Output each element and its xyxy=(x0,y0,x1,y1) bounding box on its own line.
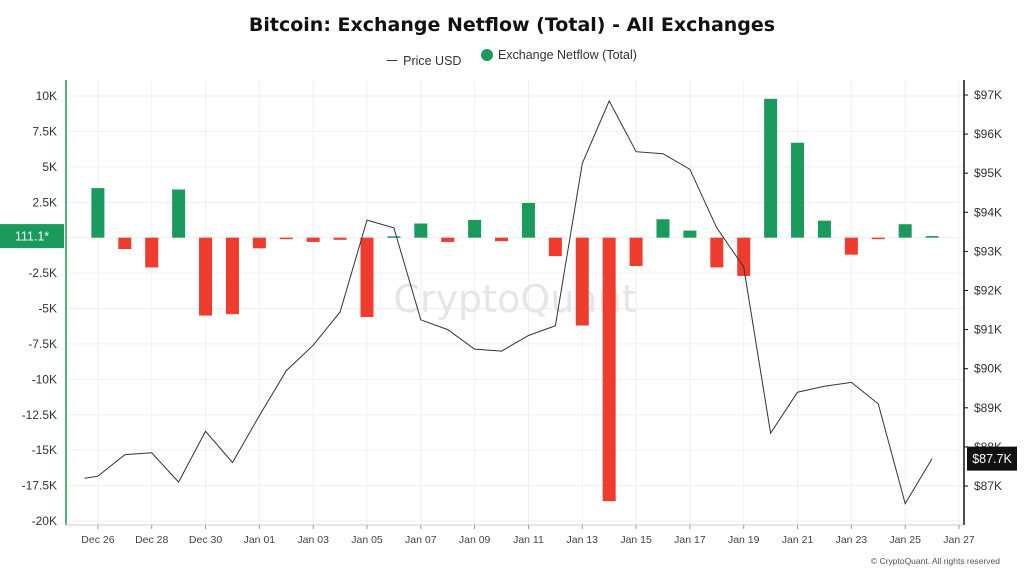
x-tick-label: Jan 21 xyxy=(782,534,814,546)
right-tick-label: $87K xyxy=(974,479,1002,493)
x-tick-label: Jan 17 xyxy=(674,534,706,546)
right-tick-label: $93K xyxy=(974,244,1002,258)
x-tick-label: Jan 01 xyxy=(244,534,276,546)
price-line[interactable] xyxy=(84,99,933,505)
price-line-swatch xyxy=(387,60,398,61)
x-tick-label: Jan 27 xyxy=(943,534,975,546)
netflow-bar-positive[interactable] xyxy=(521,202,535,238)
x-tick-label: Jan 23 xyxy=(836,534,868,546)
netflow-bar-negative[interactable] xyxy=(737,237,751,276)
footer-copyright: © CryptoQuant. All rights reserved xyxy=(870,556,1000,566)
netflow-bar-positive[interactable] xyxy=(656,219,670,238)
netflow-bar-positive[interactable] xyxy=(387,236,401,238)
right-tick-label: $96K xyxy=(974,127,1002,141)
right-tick-label: $94K xyxy=(974,205,1002,219)
netflow-bar-negative[interactable] xyxy=(145,237,159,268)
left-tick-label: -15K xyxy=(32,443,57,457)
left-tick-label: -17.5K xyxy=(22,479,57,493)
netflow-bar-negative[interactable] xyxy=(548,237,562,257)
price-last-value-badge xyxy=(967,446,1017,471)
netflow-bar-negative[interactable] xyxy=(252,237,266,249)
left-tick-label: -20K xyxy=(32,514,57,528)
left-tick-label: -2.5K xyxy=(28,266,57,280)
right-tick-label: $91K xyxy=(974,323,1002,337)
left-tick-label: 5K xyxy=(42,160,57,174)
x-tick-label: Dec 28 xyxy=(135,534,168,546)
left-tick-label: -12.5K xyxy=(22,408,57,422)
netflow-bar-positive[interactable] xyxy=(414,223,428,238)
chart-title: Bitcoin: Exchange Netflow (Total) - All … xyxy=(248,14,776,36)
netflow-bar-positive[interactable] xyxy=(817,220,831,238)
netflow-bar-negative[interactable] xyxy=(575,237,589,326)
legend-label-netflow: Exchange Netflow (Total) xyxy=(497,48,637,62)
netflow-bar-negative[interactable] xyxy=(441,237,455,242)
netflow-bar-negative[interactable] xyxy=(495,237,509,242)
netflow-bar-negative[interactable] xyxy=(710,237,724,268)
x-tick-label: Jan 07 xyxy=(405,534,437,546)
x-tick-label: Dec 30 xyxy=(189,534,222,546)
legend: Price USD Exchange Netflow (Total) xyxy=(0,48,1024,68)
netflow-dot-swatch xyxy=(480,49,493,61)
netflow-bar-negative[interactable] xyxy=(279,237,293,240)
netflow-bar-negative[interactable] xyxy=(199,237,213,316)
right-tick-label: $97K xyxy=(974,88,1002,102)
netflow-bar-positive[interactable] xyxy=(764,98,778,238)
netflow-bar-positive[interactable] xyxy=(898,224,912,238)
netflow-bar-positive[interactable] xyxy=(91,188,105,238)
netflow-last-value-text: 111.1* xyxy=(15,230,49,244)
netflow-bar-negative[interactable] xyxy=(118,237,132,249)
legend-item-netflow[interactable]: Exchange Netflow (Total) xyxy=(480,48,637,62)
netflow-bar-negative[interactable] xyxy=(306,237,320,242)
netflow-bar-negative[interactable] xyxy=(225,237,239,315)
netflow-bar-negative[interactable] xyxy=(629,237,643,266)
x-tick-label: Jan 15 xyxy=(620,534,652,546)
x-tick-label: Jan 05 xyxy=(351,534,383,546)
right-tick-label: $90K xyxy=(974,362,1002,376)
x-tick-label: Jan 13 xyxy=(567,534,599,546)
netflow-bar-negative[interactable] xyxy=(871,237,885,240)
left-tick-label: -10K xyxy=(32,372,57,386)
right-tick-label: $92K xyxy=(974,284,1002,298)
legend-label-price: Price USD xyxy=(403,53,462,68)
x-tick-label: Dec 26 xyxy=(81,534,114,546)
netflow-bar-positive[interactable] xyxy=(683,230,697,238)
netflow-bar-positive[interactable] xyxy=(791,142,805,238)
left-tick-label: 7.5K xyxy=(32,124,57,138)
netflow-bar-positive[interactable] xyxy=(172,189,186,238)
netflow-bar-negative[interactable] xyxy=(333,237,347,240)
netflow-last-value-badge xyxy=(0,224,64,249)
watermark: CryptoQuant xyxy=(393,277,636,321)
x-tick-label: Jan 19 xyxy=(728,534,760,546)
x-tick-label: Jan 11 xyxy=(513,534,544,546)
x-tick-label: Jan 25 xyxy=(889,534,921,546)
x-tick-label: Jan 03 xyxy=(297,534,329,546)
legend-item-price[interactable]: Price USD xyxy=(387,54,461,68)
x-tick-label: Jan 09 xyxy=(459,534,491,546)
netflow-bar-negative[interactable] xyxy=(844,237,858,255)
left-tick-label: -5K xyxy=(38,302,57,316)
left-tick-label: 10K xyxy=(36,89,57,103)
netflow-bar-negative[interactable] xyxy=(602,237,616,502)
price-last-value-text: $87.7K xyxy=(972,452,1012,466)
netflow-bar-positive[interactable] xyxy=(925,236,939,238)
netflow-bar-negative[interactable] xyxy=(360,237,374,317)
left-tick-label: 2.5K xyxy=(32,195,57,209)
netflow-bar-positive[interactable] xyxy=(468,219,482,238)
right-tick-label: $89K xyxy=(974,401,1002,415)
left-tick-label: -7.5K xyxy=(28,337,57,351)
right-tick-label: $95K xyxy=(974,166,1002,180)
